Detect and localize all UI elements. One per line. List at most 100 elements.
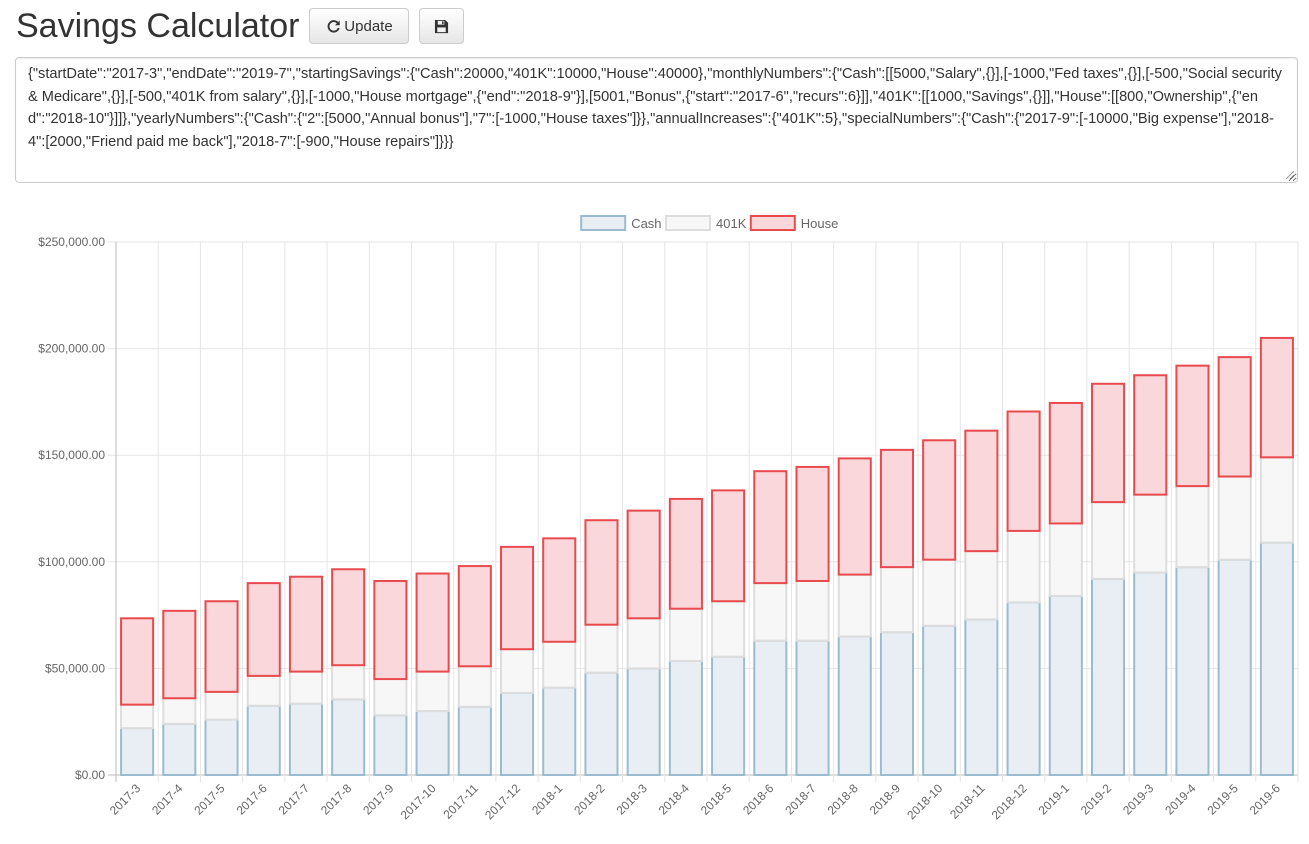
bar-401k-2019-1[interactable] [1048, 522, 1083, 597]
bar-cash-2019-2[interactable] [1090, 577, 1126, 776]
legend-label-cash[interactable]: Cash [631, 216, 661, 231]
config-textarea[interactable]: {"startDate":"2017-3","endDate":"2019-7"… [15, 57, 1298, 183]
legend-label-401k[interactable]: 401K [716, 216, 747, 231]
legend-swatch-house[interactable] [749, 215, 796, 231]
bar-house-2018-9[interactable] [879, 448, 915, 569]
bar-house-2017-5[interactable] [204, 600, 239, 693]
bar-house-2018-12[interactable] [1006, 410, 1041, 532]
bar-401k-2018-12[interactable] [1006, 529, 1041, 604]
x-tick-label: 2018-3 [613, 781, 650, 818]
bar-401k-2019-2[interactable] [1090, 501, 1126, 580]
bar-house-2017-8[interactable] [331, 568, 366, 667]
bar-house-2019-6[interactable] [1259, 336, 1294, 459]
bar-house-2018-2[interactable] [584, 519, 619, 626]
bar-401k-2019-6[interactable] [1259, 456, 1294, 544]
bar-401k-2019-3[interactable] [1133, 493, 1168, 574]
bar-house-2018-8[interactable] [837, 457, 872, 576]
bar-house-2018-11[interactable] [964, 429, 999, 553]
x-tick-label: 2018-11 [947, 781, 988, 822]
bar-401k-2018-10[interactable] [922, 558, 957, 627]
bar-house-2018-10[interactable] [922, 439, 957, 561]
bar-house-2019-3[interactable] [1133, 374, 1168, 496]
bar-house-2018-4[interactable] [668, 497, 703, 610]
bar-house-2018-1[interactable] [542, 537, 577, 643]
bar-401k-2018-11[interactable] [964, 550, 999, 621]
bar-401k-2018-7[interactable] [795, 579, 830, 642]
bar-house-2018-3[interactable] [626, 509, 661, 620]
bar-401k-2017-4[interactable] [162, 697, 197, 725]
bar-cash-2018-1[interactable] [542, 686, 577, 777]
bar-house-2017-10[interactable] [415, 572, 450, 673]
bar-cash-2019-4[interactable] [1175, 566, 1210, 776]
bar-cash-2017-12[interactable] [499, 691, 535, 776]
save-button[interactable] [419, 8, 465, 44]
bar-cash-2018-12[interactable] [1006, 601, 1041, 777]
bar-cash-2018-9[interactable] [879, 631, 915, 776]
x-tick-label: 2018-12 [989, 781, 1030, 822]
bar-house-2017-7[interactable] [288, 575, 324, 673]
bar-401k-2018-4[interactable] [668, 607, 703, 662]
x-tick-label: 2018-5 [698, 781, 735, 818]
bar-401k-2017-11[interactable] [457, 665, 492, 708]
bar-house-2017-9[interactable] [373, 579, 408, 681]
bar-cash-2018-2[interactable] [584, 671, 619, 776]
bar-401k-2018-6[interactable] [753, 582, 788, 642]
bar-401k-2017-10[interactable] [415, 670, 450, 713]
bar-cash-2017-3[interactable] [120, 727, 155, 777]
bar-cash-2017-8[interactable] [331, 698, 366, 776]
x-tick-label: 2018-10 [904, 781, 945, 822]
bar-house-2019-4[interactable] [1175, 364, 1210, 488]
bar-house-2017-3[interactable] [120, 617, 155, 706]
bar-cash-2018-7[interactable] [795, 639, 830, 776]
bar-cash-2017-7[interactable] [288, 702, 324, 776]
bar-cash-2018-4[interactable] [668, 659, 703, 776]
legend-label-house[interactable]: House [801, 216, 839, 231]
bar-cash-2018-5[interactable] [711, 655, 746, 777]
bar-cash-2019-6[interactable] [1259, 541, 1294, 776]
bar-cash-2017-9[interactable] [373, 714, 408, 777]
bar-cash-2019-5[interactable] [1217, 558, 1252, 776]
bar-401k-2017-12[interactable] [499, 648, 535, 694]
bar-cash-2017-5[interactable] [204, 718, 239, 776]
bar-cash-2017-4[interactable] [162, 722, 197, 776]
bar-cash-2017-6[interactable] [246, 704, 281, 776]
bar-house-2019-5[interactable] [1217, 356, 1252, 478]
bar-401k-2017-6[interactable] [246, 674, 281, 707]
bar-cash-2018-3[interactable] [626, 667, 661, 776]
bar-401k-2017-7[interactable] [288, 670, 324, 705]
bar-401k-2017-9[interactable] [373, 678, 408, 717]
bar-cash-2018-6[interactable] [753, 639, 788, 776]
bar-house-2019-1[interactable] [1048, 401, 1083, 525]
bar-401k-2018-5[interactable] [711, 600, 746, 658]
bar-401k-2018-9[interactable] [879, 566, 915, 634]
bar-401k-2018-3[interactable] [626, 617, 661, 670]
bar-401k-2019-4[interactable] [1175, 485, 1210, 569]
bar-401k-2017-3[interactable] [120, 703, 155, 730]
bar-house-2017-12[interactable] [499, 545, 535, 651]
bar-cash-2019-3[interactable] [1133, 571, 1168, 776]
bar-house-2017-6[interactable] [246, 582, 281, 677]
bar-401k-2017-5[interactable] [204, 690, 239, 721]
bar-cash-2019-1[interactable] [1048, 594, 1083, 776]
x-tick-label: 2017-3 [107, 781, 144, 818]
bar-401k-2018-2[interactable] [584, 623, 619, 674]
update-button[interactable]: Update [309, 8, 410, 44]
resize-grip-icon[interactable] [1286, 171, 1294, 179]
legend-swatch-401k[interactable] [665, 215, 711, 231]
bar-house-2017-11[interactable] [457, 565, 492, 668]
bar-cash-2018-8[interactable] [837, 635, 872, 777]
bar-house-2019-2[interactable] [1090, 382, 1126, 504]
bar-house-2018-5[interactable] [711, 489, 746, 603]
bar-401k-2017-8[interactable] [331, 664, 366, 701]
bar-cash-2018-11[interactable] [964, 618, 999, 777]
bar-401k-2019-5[interactable] [1217, 475, 1252, 561]
bar-401k-2018-1[interactable] [542, 640, 577, 689]
bar-cash-2017-11[interactable] [457, 705, 492, 776]
bar-401k-2018-8[interactable] [837, 573, 872, 638]
legend-swatch-cash[interactable] [580, 215, 627, 231]
bar-house-2018-6[interactable] [753, 470, 788, 585]
bar-house-2018-7[interactable] [795, 465, 830, 582]
bar-cash-2017-10[interactable] [415, 710, 450, 777]
bar-house-2017-4[interactable] [162, 609, 197, 700]
bar-cash-2018-10[interactable] [922, 624, 957, 777]
